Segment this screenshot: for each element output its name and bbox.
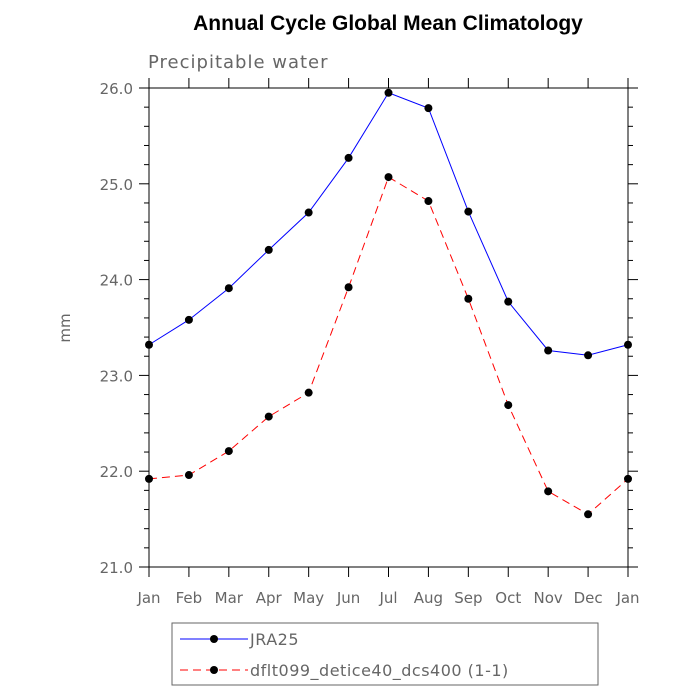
legend-marker-1 [210, 635, 218, 643]
chart-subtitle: Precipitable water [148, 52, 329, 73]
x-tick-label: Jul [378, 589, 397, 607]
series-1-point [384, 88, 393, 97]
legend-label-2: dflt099_detice40_dcs400 (1-1) [250, 661, 509, 681]
x-tick-label: Aug [414, 589, 443, 607]
x-tick-label: May [293, 589, 324, 607]
series-1-point [344, 153, 353, 162]
series-1-point [264, 245, 273, 254]
series-line-1 [148, 92, 629, 356]
x-tick-label: Feb [176, 589, 203, 607]
series-1-point [224, 284, 233, 293]
y-tick-label: 24.0 [100, 272, 133, 290]
legend: JRA25 dflt099_detice40_dcs400 (1-1) [171, 622, 599, 686]
series-2-point [184, 471, 193, 480]
series-2-point [224, 447, 233, 456]
series-1-point [304, 208, 313, 217]
y-tick-label: 26.0 [100, 80, 133, 98]
x-tick-label: Sep [454, 589, 482, 607]
y-tick-label: 25.0 [100, 176, 133, 194]
y-tick-label: 23.0 [100, 367, 133, 385]
y-tick-label: 21.0 [100, 559, 133, 577]
x-tick-label: Jun [336, 589, 360, 607]
series-1-point [145, 340, 153, 349]
series-group [145, 88, 632, 519]
series-1-point [544, 346, 553, 355]
series-2-point [344, 283, 353, 292]
series-2-point [384, 173, 393, 182]
y-axis-label: mm [56, 313, 74, 342]
series-1-point [504, 297, 513, 306]
x-tick-label: Dec [574, 589, 603, 607]
x-tick-label: Oct [495, 589, 521, 607]
series-2-point [424, 197, 433, 206]
series-1-point [584, 351, 593, 360]
series-2-point [264, 412, 273, 421]
x-tick-label: Mar [215, 589, 244, 607]
x-tick-label: Jan [615, 589, 639, 607]
series-1-point [464, 207, 473, 216]
series-1-point [424, 104, 433, 113]
series-2-point [624, 474, 632, 483]
legend-marker-2 [210, 666, 218, 674]
series-2-point [145, 474, 153, 483]
x-tick-label: Jan [136, 589, 160, 607]
series-2-point [464, 294, 473, 303]
series-line-2 [148, 176, 629, 515]
x-tick-label: Apr [256, 589, 283, 607]
y-tick-label: 22.0 [100, 463, 133, 481]
chart-title: Annual Cycle Global Mean Climatology [193, 12, 583, 35]
series-2-point [504, 401, 513, 410]
series-1-point [184, 315, 193, 324]
series-2-point [304, 388, 313, 397]
plot-frame [148, 87, 629, 568]
x-tick-label: Nov [534, 589, 563, 607]
series-2-point [544, 487, 553, 496]
legend-box [171, 622, 599, 686]
series-1-point [624, 340, 632, 349]
plot-frame-group [148, 87, 629, 568]
ticks-group: 21.0 22.0 23.0 24.0 25.0 26.0 Jan Feb Mar Apr May J… [100, 78, 640, 607]
legend-label-1: JRA25 [249, 630, 299, 649]
series-2-point [584, 510, 593, 519]
